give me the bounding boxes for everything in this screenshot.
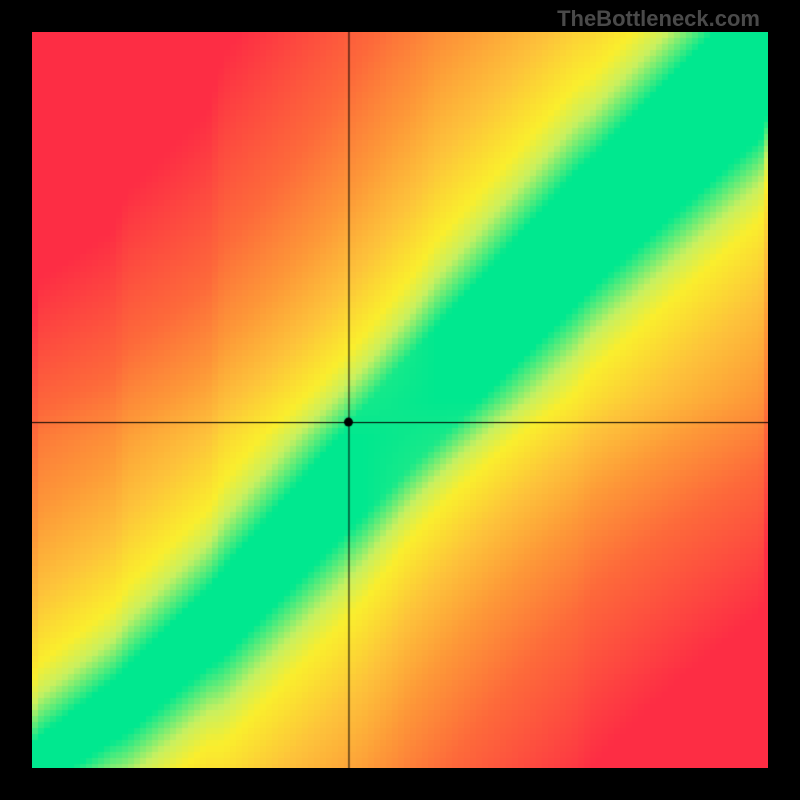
chart-container: TheBottleneck.com [0,0,800,800]
plot-area [32,32,768,768]
heatmap-canvas [32,32,768,768]
watermark-text: TheBottleneck.com [557,6,760,32]
